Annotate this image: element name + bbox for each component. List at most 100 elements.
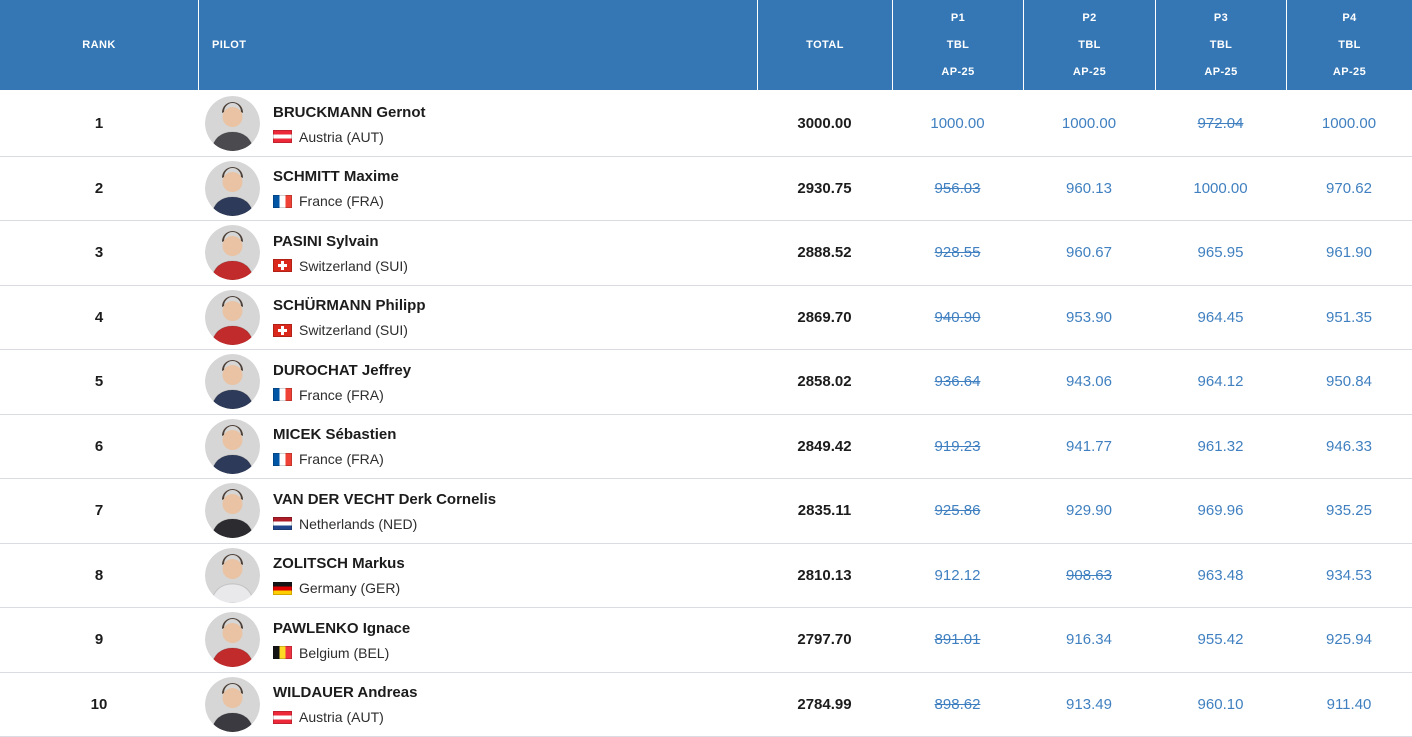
round-score-p3[interactable]: 961.32 [1197, 437, 1244, 455]
pilot-name: SCHÜRMANN Philipp [273, 297, 426, 315]
table-row: 10 WILDAUER Andreas Austria (AUT) 2784.9… [0, 673, 1412, 737]
p2-tbl-label: TBL [1078, 38, 1101, 51]
country-flag-ned-icon [273, 517, 292, 531]
table-body: 1 BRUCKMANN Gernot Austria (AUT) 3000.00… [0, 92, 1412, 737]
pilot-cell: WILDAUER Andreas Austria (AUT) [198, 673, 757, 737]
rank-cell: 4 [0, 286, 198, 350]
table-row: 5 DUROCHAT Jeffrey France (FRA) 2858.02 … [0, 350, 1412, 415]
round-score-p4[interactable]: 925.94 [1326, 631, 1372, 649]
round-score-p1[interactable]: 925.86 [934, 502, 981, 520]
col-header-p4[interactable]: P4 TBL AP-25 [1286, 0, 1412, 90]
round-score-p2[interactable]: 908.63 [1066, 566, 1112, 584]
pilot-country: France (FRA) [273, 387, 411, 403]
round-score-p1[interactable]: 928.55 [934, 244, 981, 262]
pilot-country: Belgium (BEL) [273, 645, 410, 661]
round-score-p3[interactable]: 1000.00 [1193, 179, 1248, 197]
round-score-p1[interactable]: 912.12 [934, 566, 981, 584]
round-score-p2[interactable]: 1000.00 [1061, 115, 1117, 133]
rank-value: 4 [94, 308, 104, 326]
rank-cell: 10 [0, 673, 198, 737]
pilot-cell: ZOLITSCH Markus Germany (GER) [198, 544, 757, 608]
col-header-p3[interactable]: P3 TBL AP-25 [1155, 0, 1286, 90]
round-score-p2[interactable]: 943.06 [1066, 373, 1112, 391]
round-score-p2[interactable]: 913.49 [1066, 695, 1112, 713]
round-score-p4[interactable]: 1000.00 [1321, 115, 1377, 133]
col-header-p1[interactable]: P1 TBL AP-25 [892, 0, 1023, 90]
round-score-p3[interactable]: 960.10 [1197, 695, 1244, 713]
p4-tbl-label: TBL [1338, 38, 1361, 51]
total-score: 2888.52 [797, 244, 852, 262]
pilot-info: PASINI Sylvain Switzerland (SUI) [273, 232, 408, 274]
pilot-avatar [205, 547, 260, 603]
pilot-country-label: Germany (GER) [299, 580, 401, 597]
country-flag-bel-icon [273, 646, 292, 660]
pilot-country: Austria (AUT) [273, 709, 417, 725]
round-score-p4[interactable]: 950.84 [1326, 373, 1372, 391]
rank-value: 1 [94, 115, 104, 133]
round-score-p3[interactable]: 964.45 [1197, 308, 1244, 326]
pilot-info: PAWLENKO Ignace Belgium (BEL) [273, 619, 410, 661]
round-score-p4[interactable]: 934.53 [1326, 566, 1372, 584]
round-score-p1[interactable]: 919.23 [934, 437, 981, 455]
round-score-p1[interactable]: 891.01 [934, 631, 981, 649]
table-row: 3 PASINI Sylvain Switzerland (SUI) 2888.… [0, 221, 1412, 286]
round-score-p4[interactable]: 951.35 [1326, 308, 1372, 326]
round-score-p4[interactable]: 970.62 [1326, 179, 1372, 197]
pilot-name: VAN DER VECHT Derk Cornelis [273, 490, 497, 508]
pilot-country-label: France (FRA) [299, 193, 384, 210]
round-score-p1[interactable]: 956.03 [934, 179, 981, 197]
p3-label: P3 [1213, 11, 1229, 24]
round-score-p4[interactable]: 961.90 [1326, 244, 1372, 262]
round-score-p2[interactable]: 941.77 [1066, 437, 1112, 455]
rank-value: 5 [94, 373, 104, 391]
pilot-country: Austria (AUT) [273, 129, 426, 145]
round-score-p3[interactable]: 969.96 [1197, 502, 1244, 520]
round-score-p3[interactable]: 964.12 [1197, 373, 1244, 391]
round-score-p1[interactable]: 940.90 [934, 308, 981, 326]
table-row: 7 VAN DER VECHT Derk Cornelis Netherland… [0, 479, 1412, 544]
total-score: 2858.02 [797, 373, 852, 391]
pilot-info: ZOLITSCH Markus Germany (GER) [273, 554, 405, 596]
pilot-avatar [205, 483, 260, 539]
col-header-p2[interactable]: P2 TBL AP-25 [1023, 0, 1155, 90]
country-flag-fra-icon [273, 452, 292, 466]
p1-label: P1 [950, 11, 966, 24]
round-score-p1[interactable]: 898.62 [934, 695, 981, 713]
round-score-p3[interactable]: 972.04 [1197, 115, 1244, 133]
rank-value: 2 [94, 179, 104, 197]
p3-tbl-label: TBL [1209, 38, 1233, 51]
total-score: 2797.70 [797, 631, 852, 649]
rank-cell: 6 [0, 415, 198, 479]
round-score-p3[interactable]: 963.48 [1197, 566, 1244, 584]
country-flag-ger-icon [273, 581, 292, 595]
table-row: 8 ZOLITSCH Markus Germany (GER) 2810.13 … [0, 544, 1412, 608]
pilot-name: MICEK Sébastien [273, 426, 397, 444]
rank-cell: 2 [0, 157, 198, 221]
rank-cell: 1 [0, 92, 198, 156]
pilot-cell: PAWLENKO Ignace Belgium (BEL) [198, 608, 757, 672]
pilot-name: DUROCHAT Jeffrey [273, 361, 412, 379]
round-score-p1[interactable]: 936.64 [934, 373, 981, 391]
round-score-p4[interactable]: 935.25 [1326, 502, 1372, 520]
round-score-p2[interactable]: 929.90 [1066, 502, 1112, 520]
round-score-p3[interactable]: 965.95 [1197, 244, 1244, 262]
round-score-p2[interactable]: 960.13 [1066, 179, 1112, 197]
rank-value: 9 [94, 631, 104, 649]
col-header-pilot: PILOT [198, 0, 757, 90]
round-score-p2[interactable]: 916.34 [1066, 631, 1112, 649]
rank-cell: 3 [0, 221, 198, 285]
round-score-p2[interactable]: 960.67 [1066, 244, 1112, 262]
pilot-cell: PASINI Sylvain Switzerland (SUI) [198, 221, 757, 285]
country-flag-fra-icon [273, 194, 292, 208]
round-score-p2[interactable]: 953.90 [1066, 308, 1112, 326]
round-score-p4[interactable]: 911.40 [1326, 695, 1372, 713]
pilot-country: Switzerland (SUI) [273, 258, 408, 274]
round-score-p3[interactable]: 955.42 [1197, 631, 1244, 649]
pilot-country: France (FRA) [273, 193, 399, 209]
round-score-p1[interactable]: 1000.00 [930, 115, 985, 133]
pilot-country-label: Austria (AUT) [299, 128, 384, 145]
round-score-p4[interactable]: 946.33 [1326, 437, 1372, 455]
rank-value: 3 [94, 244, 104, 262]
p4-ap-label: AP-25 [1332, 65, 1367, 78]
